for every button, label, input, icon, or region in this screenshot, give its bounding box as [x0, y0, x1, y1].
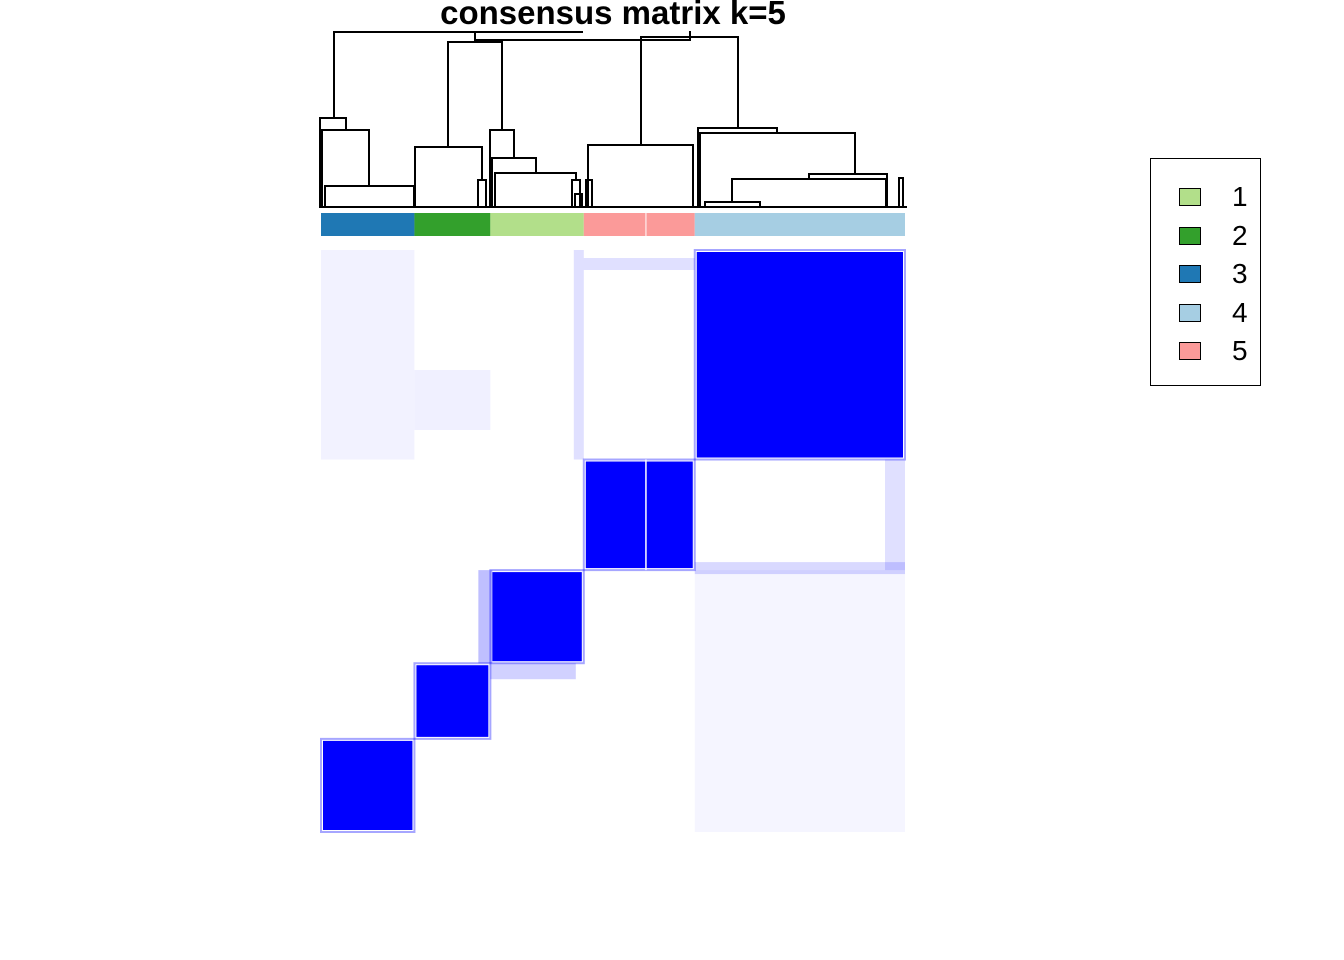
legend-swatch-4: [1179, 303, 1201, 322]
column-dendrogram: [319, 31, 907, 208]
legend-swatch-5: [1179, 342, 1201, 360]
block-outline-class-2: [413, 662, 492, 740]
class-annotation-bar: [321, 213, 905, 236]
legend-item-5: 5: [1179, 335, 1248, 366]
annotation-class-2: [414, 213, 491, 236]
noise-5-4: [583, 258, 695, 270]
consensus-block-class-4: [696, 252, 903, 458]
block-outline-class-5: [582, 458, 696, 572]
consensus-block-class-1: [492, 572, 582, 662]
legend-label-3: 3: [1232, 258, 1248, 289]
noise-4-5b: [885, 459, 905, 571]
noise-4-lower: [694, 570, 905, 832]
block-outline-class-1: [489, 569, 585, 665]
legend-item-4: 4: [1179, 296, 1248, 328]
chart-title: consensus matrix k=5: [440, 0, 786, 31]
legend-swatch-1: [1179, 188, 1201, 206]
consensus-block-class-3: [323, 740, 413, 830]
annotation-class-3: [321, 213, 415, 236]
legend-label-5: 5: [1232, 335, 1248, 366]
annotation-class-1: [490, 213, 584, 236]
consensus-matrix: [320, 249, 907, 834]
noise-1-4: [573, 250, 584, 460]
annotation-class-5: [583, 213, 695, 236]
legend-item-2: 2: [1179, 219, 1248, 251]
noise-2-1: [478, 570, 493, 664]
noise-3-4: [321, 250, 415, 460]
noise-2-4: [414, 370, 491, 430]
legend-item-1: 1: [1179, 181, 1248, 212]
annotation-class-4: [694, 213, 905, 236]
consensus-block-class-5: [585, 461, 693, 569]
legend-item-3: 3: [1179, 258, 1248, 289]
legend-swatch-2: [1179, 226, 1201, 245]
legend-swatch-3: [1179, 265, 1201, 283]
legend-label-4: 4: [1232, 296, 1248, 328]
block-outline-class-4: [693, 249, 907, 461]
block-outline-class-3: [320, 737, 416, 834]
consensus-block-class-2: [416, 665, 489, 737]
legend-label-1: 1: [1232, 181, 1248, 212]
class-legend: 1 2 3 4 5: [1150, 158, 1261, 386]
legend-label-2: 2: [1232, 219, 1248, 251]
noise-1-2: [490, 663, 576, 680]
noise-4-5: [694, 562, 905, 575]
